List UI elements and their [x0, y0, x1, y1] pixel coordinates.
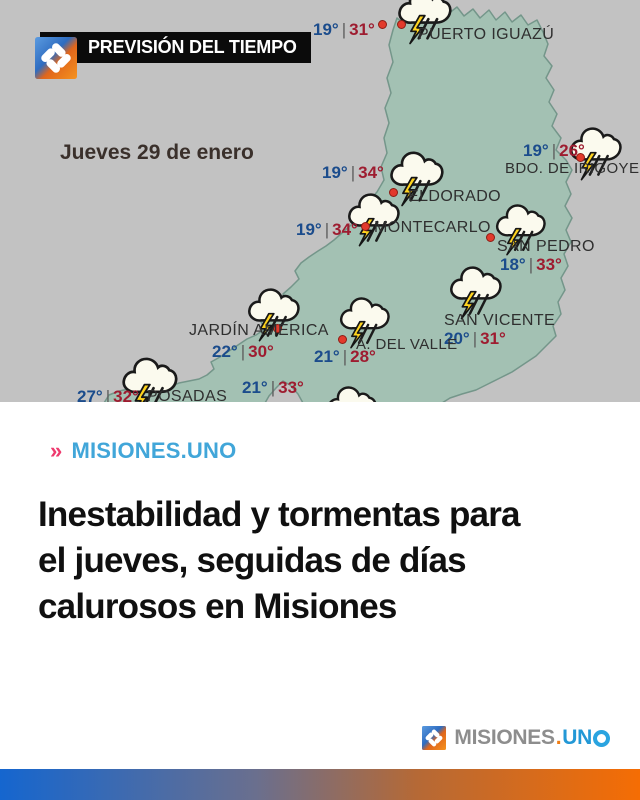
misiones-uno-logo-icon: [422, 726, 446, 750]
brand-line: » MISIONES.UNO: [50, 438, 236, 464]
temp-separator: |: [551, 141, 557, 160]
temp-separator: |: [528, 255, 534, 274]
temp-max: 33°: [278, 378, 304, 397]
map-shape: [103, 3, 573, 402]
city-temps: 27° | 32°: [77, 387, 139, 402]
temp-min: 21°: [314, 347, 340, 366]
headline-line: calurosos en Misiones: [38, 586, 397, 626]
temp-max: 33°: [536, 255, 562, 274]
city-temps: 20° | 31°: [444, 329, 506, 349]
city-label: MONTECARLO: [374, 219, 491, 236]
city-label: ELDORADO: [408, 188, 501, 205]
temp-max: 28°: [350, 347, 376, 366]
marker-dot: [338, 335, 347, 344]
marker-dot: [397, 20, 406, 29]
temp-separator: |: [324, 220, 330, 239]
forecast-badge-label: PREVISIÓN DEL TIEMPO: [88, 37, 297, 57]
forecast-badge: PREVISIÓN DEL TIEMPO: [40, 32, 311, 63]
brand-chevron-icon: »: [50, 438, 63, 463]
marker-dot: [361, 222, 370, 231]
footer-brand-blue: UN: [562, 726, 592, 749]
city-label: JARDÍN AMÉRICA: [189, 322, 329, 339]
temp-separator: |: [472, 329, 478, 348]
brand-name: MISIONES.UNO: [71, 438, 237, 463]
footer-logo-text: MISIONES.UNO: [454, 726, 610, 750]
city-temps: 19° | 34°: [322, 163, 384, 183]
temp-min: 19°: [322, 163, 348, 182]
temp-separator: |: [342, 347, 348, 366]
marker-dot: [576, 153, 585, 162]
temp-min: 20°: [444, 329, 470, 348]
temp-min: 21°: [242, 378, 268, 397]
misiones-uno-logo-icon: [35, 37, 77, 79]
footer-logo: MISIONES.UNO: [422, 726, 610, 750]
temp-separator: |: [341, 20, 347, 39]
city-temps: 22° | 30°: [212, 342, 274, 362]
storm-icon: [325, 383, 377, 402]
city-temps: 19° | 31°: [313, 20, 375, 40]
article-section: » MISIONES.UNO Inestabilidad y tormentas …: [0, 402, 640, 769]
temp-max: 30°: [248, 342, 274, 361]
temp-separator: |: [270, 378, 276, 397]
marker-dot: [486, 233, 495, 242]
temp-min: 19°: [296, 220, 322, 239]
temp-max: 34°: [358, 163, 384, 182]
city-label: POSADAS: [147, 388, 228, 402]
gradient-bar: [0, 769, 640, 800]
city-temps: 21° | 33°: [242, 378, 304, 398]
temp-min: 19°: [523, 141, 549, 160]
temp-min: 19°: [313, 20, 339, 39]
temp-max: 32°: [113, 387, 139, 402]
forecast-date: Jueves 29 de enero: [60, 141, 254, 164]
city-label: SAN VICENTE: [444, 312, 556, 329]
marker-dot: [378, 20, 387, 29]
temp-separator: |: [105, 387, 111, 402]
city-label: A. DEL VALLE: [356, 336, 458, 353]
marker-dot: [273, 324, 282, 333]
temp-max: 31°: [480, 329, 506, 348]
weather-map-section: PREVISIÓN DEL TIEMPO Jueves 29 de enero …: [0, 0, 640, 402]
temp-max: 34°: [332, 220, 358, 239]
temp-min: 18°: [500, 255, 526, 274]
temp-max: 26°: [559, 141, 585, 160]
city-temps: 21° | 28°: [314, 347, 376, 367]
city-label: SAN PEDRO: [497, 238, 595, 255]
brand-o-icon: O: [593, 729, 610, 747]
city-temps: 19° | 26°: [523, 141, 585, 161]
city-label: PUERTO IGUAZÚ: [418, 26, 555, 43]
city-temps: 19° | 34°: [296, 220, 358, 240]
temp-min: 27°: [77, 387, 103, 402]
headline: Inestabilidad y tormentas para el jueves…: [38, 492, 613, 630]
headline-line: el jueves, seguidas de días: [38, 540, 467, 580]
city-label: BDO. DE IRIGOYEN: [505, 160, 640, 177]
city-temps: 18° | 33°: [500, 255, 562, 275]
footer-brand-gray: MISIONES: [454, 726, 555, 749]
temp-separator: |: [350, 163, 356, 182]
temp-min: 22°: [212, 342, 238, 361]
headline-line: Inestabilidad y tormentas para: [38, 495, 521, 534]
temp-separator: |: [240, 342, 246, 361]
marker-dot: [389, 188, 398, 197]
misiones-province-map: [103, 3, 573, 402]
temp-max: 31°: [349, 20, 375, 39]
footer-brand-dot: .: [555, 726, 562, 749]
